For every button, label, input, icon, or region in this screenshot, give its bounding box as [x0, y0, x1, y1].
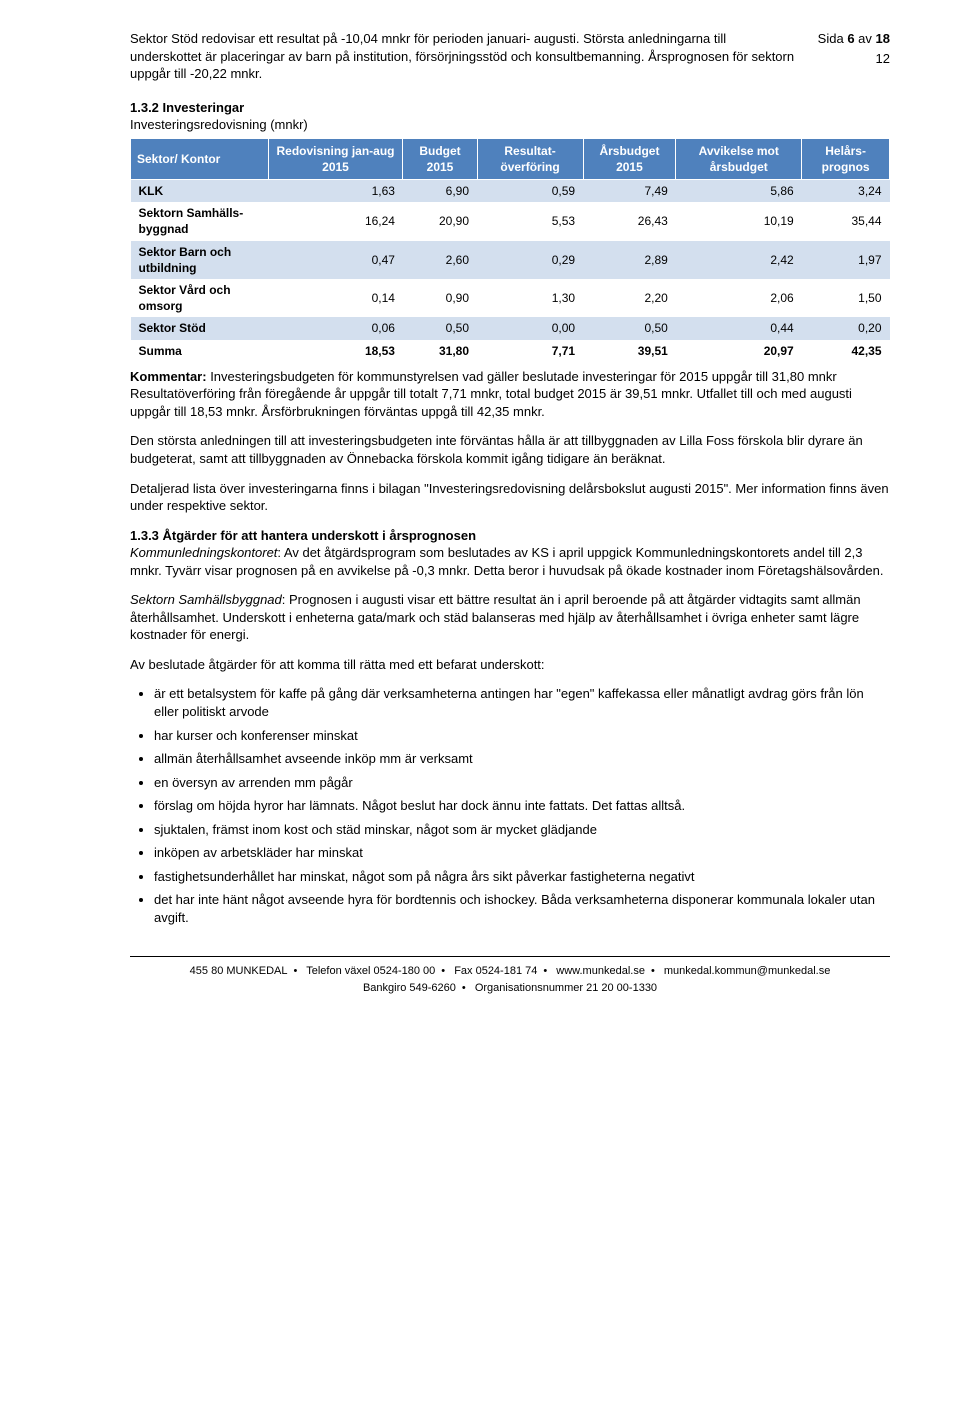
table-cell: 0,20	[802, 317, 890, 339]
table-cell: 1,97	[802, 241, 890, 279]
list-item: sjuktalen, främst inom kost och städ min…	[154, 821, 890, 839]
table-cell: Sektor Stöd	[131, 317, 269, 339]
table-cell: 0,00	[477, 317, 583, 339]
samh-label: Sektorn Samhällsbyggnad	[130, 592, 282, 607]
list-item: har kurser och konferenser minskat	[154, 727, 890, 745]
footer-phone: Telefon växel 0524-180 00	[306, 965, 435, 977]
th-redovisning: Redovisning jan-aug 2015	[268, 138, 403, 179]
table-cell: 7,49	[583, 180, 676, 203]
page-current: 6	[847, 31, 854, 46]
action-list: är ett betalsystem för kaffe på gång där…	[130, 685, 890, 926]
page-indicator: Sida 6 av 18	[818, 30, 890, 48]
table-cell: 0,50	[403, 317, 477, 339]
section-132-heading: 1.3.2 Investeringar	[130, 99, 890, 117]
th-avvikelse: Avvikelse mot årsbudget	[676, 138, 802, 179]
table-cell: 0,47	[268, 241, 403, 279]
page-total: 18	[876, 31, 890, 46]
table-row: Sektor Vård och omsorg0,140,901,302,202,…	[131, 279, 890, 317]
list-item: en översyn av arrenden mm pågår	[154, 774, 890, 792]
th-budget: Budget 2015	[403, 138, 477, 179]
table-cell: 10,19	[676, 202, 802, 240]
page-footer: 455 80 MUNKEDAL• Telefon växel 0524-180 …	[130, 956, 890, 996]
table-cell: 2,20	[583, 279, 676, 317]
table-cell: 1,50	[802, 279, 890, 317]
footer-bankgiro: Bankgiro 549-6260	[363, 982, 456, 994]
footer-web: www.munkedal.se	[556, 965, 645, 977]
table-cell: 2,42	[676, 241, 802, 279]
list-item: inköpen av arbetskläder har minskat	[154, 844, 890, 862]
th-arsbudget: Årsbudget 2015	[583, 138, 676, 179]
table-cell: 5,86	[676, 180, 802, 203]
side-label: Sida	[818, 31, 844, 46]
footer-orgnr: Organisationsnummer 21 20 00-1330	[475, 982, 657, 994]
table-header-row: Sektor/ Kontor Redovisning jan-aug 2015 …	[131, 138, 890, 179]
table-cell: 0,29	[477, 241, 583, 279]
table-cell: KLK	[131, 180, 269, 203]
header-row: Sektor Stöd redovisar ett resultat på -1…	[130, 30, 890, 95]
table-cell: 2,60	[403, 241, 477, 279]
table-cell: 0,90	[403, 279, 477, 317]
table-cell: 31,80	[403, 340, 477, 362]
list-item: förslag om höjda hyror har lämnats. Någo…	[154, 797, 890, 815]
list-item: allmän återhållsamhet avseende inköp mm …	[154, 750, 890, 768]
page-number-margin: 12	[818, 50, 890, 68]
table-cell: Sektor Vård och omsorg	[131, 279, 269, 317]
kommentar-p3: Detaljerad lista över investeringarna fi…	[130, 480, 890, 515]
table-cell: 3,24	[802, 180, 890, 203]
table-row: Sektor Stöd0,060,500,000,500,440,20	[131, 317, 890, 339]
table-cell: 6,90	[403, 180, 477, 203]
kommentar-p2: Den största anledningen till att investe…	[130, 432, 890, 467]
table-cell: 0,14	[268, 279, 403, 317]
klk-paragraph: Kommunledningskontoret: Av det åtgärdspr…	[130, 544, 890, 579]
section-132-subline: Investeringsredovisning (mnkr)	[130, 116, 890, 134]
kommentar-text: Investeringsbudgeten för kommunstyrelsen…	[130, 369, 852, 419]
list-intro: Av beslutade åtgärder för att komma till…	[130, 656, 890, 674]
section-133-heading: 1.3.3 Åtgärder för att hantera underskot…	[130, 527, 890, 545]
table-cell: 42,35	[802, 340, 890, 362]
table-row: KLK1,636,900,597,495,863,24	[131, 180, 890, 203]
kommentar-label: Kommentar:	[130, 369, 207, 384]
table-cell: 7,71	[477, 340, 583, 362]
list-item: det har inte hänt något avseende hyra fö…	[154, 891, 890, 926]
table-cell: 39,51	[583, 340, 676, 362]
intro-paragraph: Sektor Stöd redovisar ett resultat på -1…	[130, 30, 798, 83]
klk-label: Kommunledningskontoret	[130, 545, 277, 560]
table-cell: 18,53	[268, 340, 403, 362]
table-cell: 26,43	[583, 202, 676, 240]
th-resultat: Resultat-överföring	[477, 138, 583, 179]
table-cell: 0,50	[583, 317, 676, 339]
table-cell: 35,44	[802, 202, 890, 240]
samh-paragraph: Sektorn Samhällsbyggnad: Prognosen i aug…	[130, 591, 890, 644]
table-cell: 20,97	[676, 340, 802, 362]
table-cell: 1,63	[268, 180, 403, 203]
list-item: är ett betalsystem för kaffe på gång där…	[154, 685, 890, 720]
investeringar-table: Sektor/ Kontor Redovisning jan-aug 2015 …	[130, 138, 890, 362]
table-row: Sektor Barn och utbildning0,472,600,292,…	[131, 241, 890, 279]
table-cell: 1,30	[477, 279, 583, 317]
table-cell: Sektorn Samhälls-byggnad	[131, 202, 269, 240]
table-cell: 20,90	[403, 202, 477, 240]
table-cell: 0,59	[477, 180, 583, 203]
th-sektor: Sektor/ Kontor	[131, 138, 269, 179]
footer-address: 455 80 MUNKEDAL	[190, 965, 288, 977]
av-label: av	[858, 31, 872, 46]
table-cell: 0,06	[268, 317, 403, 339]
th-helars: Helårs-prognos	[802, 138, 890, 179]
table-cell: 0,44	[676, 317, 802, 339]
footer-fax: Fax 0524-181 74	[454, 965, 537, 977]
kommentar-paragraph: Kommentar: Investeringsbudgeten för komm…	[130, 368, 890, 421]
table-row: Sektorn Samhälls-byggnad16,2420,905,5326…	[131, 202, 890, 240]
list-item: fastighetsunderhållet har minskat, något…	[154, 868, 890, 886]
table-cell: 2,89	[583, 241, 676, 279]
table-cell: 5,53	[477, 202, 583, 240]
table-cell: Sektor Barn och utbildning	[131, 241, 269, 279]
table-cell: 2,06	[676, 279, 802, 317]
table-cell: 16,24	[268, 202, 403, 240]
footer-email: munkedal.kommun@munkedal.se	[664, 965, 830, 977]
table-row: Summa18,5331,807,7139,5120,9742,35	[131, 340, 890, 362]
table-cell: Summa	[131, 340, 269, 362]
